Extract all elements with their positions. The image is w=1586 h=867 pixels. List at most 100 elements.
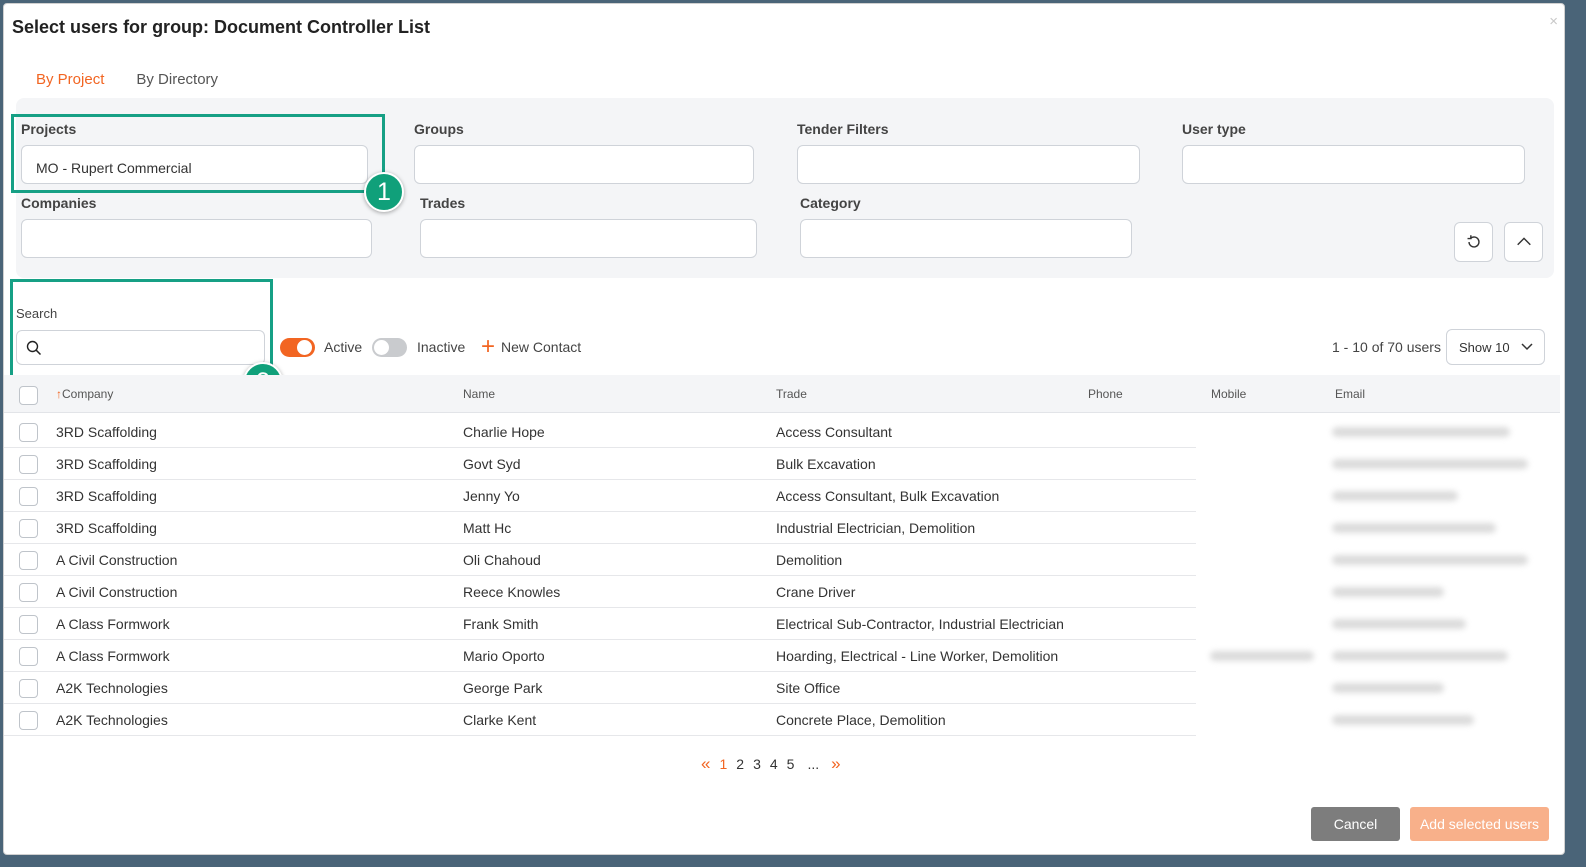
- trade-cell: Demolition: [776, 552, 843, 568]
- col-email[interactable]: Email: [1335, 387, 1366, 401]
- filter-panel: Projects MO - Rupert Commercial Groups T…: [16, 98, 1554, 278]
- category-select[interactable]: [800, 219, 1132, 258]
- new-contact-button[interactable]: + New Contact: [481, 335, 581, 359]
- company-cell: A Class Formwork: [56, 616, 170, 632]
- redacted-email: [1332, 491, 1458, 501]
- name-cell: Charlie Hope: [463, 424, 545, 440]
- row-checkbox[interactable]: [19, 487, 38, 506]
- trades-label: Trades: [420, 195, 466, 211]
- redacted-email: [1332, 587, 1444, 597]
- company-cell: 3RD Scaffolding: [56, 424, 157, 440]
- chevron-down-icon: [1521, 343, 1533, 351]
- name-cell: Oli Chahoud: [463, 552, 541, 568]
- projects-label: Projects: [21, 121, 77, 137]
- col-phone[interactable]: Phone: [1088, 387, 1123, 401]
- name-cell: Mario Oporto: [463, 648, 545, 664]
- col-company-label: Company: [62, 387, 114, 401]
- search-icon: [26, 340, 42, 356]
- refresh-icon: [1467, 235, 1480, 248]
- trade-cell: Electrical Sub-Contractor, Industrial El…: [776, 616, 1064, 632]
- tender-filters-label: Tender Filters: [797, 121, 889, 137]
- projects-select[interactable]: MO - Rupert Commercial: [21, 145, 368, 184]
- page-2[interactable]: 2: [736, 756, 745, 772]
- table-row[interactable]: 3RD Scaffolding Jenny Yo Access Consulta…: [4, 480, 1198, 512]
- trades-select[interactable]: [420, 219, 757, 258]
- trade-cell: Access Consultant: [776, 424, 892, 440]
- active-toggle[interactable]: [280, 338, 315, 357]
- table-row[interactable]: A2K Technologies George Park Site Office: [4, 672, 1198, 704]
- groups-select[interactable]: [414, 145, 754, 184]
- toggle-knob: [297, 340, 312, 355]
- company-cell: 3RD Scaffolding: [56, 488, 157, 504]
- page-4[interactable]: 4: [769, 756, 778, 772]
- trade-cell: Crane Driver: [776, 584, 856, 600]
- add-selected-users-button[interactable]: Add selected users: [1410, 807, 1549, 841]
- redacted-contact-details: [1196, 414, 1536, 740]
- name-cell: Frank Smith: [463, 616, 539, 632]
- row-checkbox[interactable]: [19, 423, 38, 442]
- redacted-email: [1332, 619, 1466, 629]
- name-cell: Matt Hc: [463, 520, 512, 536]
- name-cell: Govt Syd: [463, 456, 521, 472]
- user-type-select[interactable]: [1182, 145, 1525, 184]
- company-cell: A Civil Construction: [56, 552, 178, 568]
- row-checkbox[interactable]: [19, 711, 38, 730]
- next-page-icon[interactable]: »: [831, 754, 841, 773]
- row-checkbox[interactable]: [19, 519, 38, 538]
- tab-by-project[interactable]: By Project: [20, 68, 121, 102]
- groups-label: Groups: [414, 121, 464, 137]
- callout-box-search: [10, 279, 273, 382]
- name-cell: George Park: [463, 680, 543, 696]
- sort-asc-icon: ↑: [56, 387, 62, 401]
- pagination: « 1 2 3 4 5 ... »: [701, 754, 850, 774]
- table-row[interactable]: A2K Technologies Clarke Kent Concrete Pl…: [4, 704, 1198, 736]
- table-row[interactable]: A Civil Construction Oli Chahoud Demolit…: [4, 544, 1198, 576]
- search-label: Search: [16, 306, 58, 321]
- row-checkbox[interactable]: [19, 615, 38, 634]
- col-company[interactable]: ↑Company: [56, 387, 113, 401]
- inactive-label: Inactive: [417, 339, 466, 355]
- prev-page-icon[interactable]: «: [701, 754, 711, 773]
- row-checkbox[interactable]: [19, 679, 38, 698]
- table-row[interactable]: A Civil Construction Reece Knowles Crane…: [4, 576, 1198, 608]
- table-row[interactable]: 3RD Scaffolding Govt Syd Bulk Excavation: [4, 448, 1198, 480]
- row-checkbox[interactable]: [19, 583, 38, 602]
- tender-filters-select[interactable]: [797, 145, 1140, 184]
- page-1[interactable]: 1: [719, 756, 728, 772]
- redacted-email: [1332, 715, 1474, 725]
- col-trade[interactable]: Trade: [776, 387, 807, 401]
- row-checkbox[interactable]: [19, 551, 38, 570]
- page-3[interactable]: 3: [753, 756, 761, 772]
- col-name[interactable]: Name: [463, 387, 496, 401]
- name-cell: Clarke Kent: [463, 712, 537, 728]
- company-cell: A Civil Construction: [56, 584, 178, 600]
- search-input[interactable]: [16, 330, 265, 365]
- table-row[interactable]: A Class Formwork Frank Smith Electrical …: [4, 608, 1198, 640]
- result-count: 1 - 10 of 70 users: [1332, 339, 1441, 355]
- page-size-select[interactable]: Show 10: [1446, 329, 1545, 365]
- table-row[interactable]: 3RD Scaffolding Charlie Hope Access Cons…: [4, 416, 1198, 448]
- active-label: Active: [324, 339, 363, 355]
- collapse-filters-button[interactable]: [1504, 222, 1543, 262]
- company-cell: 3RD Scaffolding: [56, 456, 157, 472]
- redacted-email: [1332, 427, 1510, 437]
- page-ellipsis[interactable]: ...: [807, 756, 820, 772]
- select-all-checkbox[interactable]: [19, 386, 38, 405]
- companies-select[interactable]: [21, 219, 372, 258]
- cancel-button[interactable]: Cancel: [1311, 807, 1400, 841]
- redacted-email: [1332, 523, 1496, 533]
- trade-cell: Industrial Electrician, Demolition: [776, 520, 976, 536]
- row-checkbox[interactable]: [19, 647, 38, 666]
- table-row[interactable]: A Class Formwork Mario Oporto Hoarding, …: [4, 640, 1198, 672]
- col-mobile[interactable]: Mobile: [1211, 387, 1247, 401]
- tab-by-directory[interactable]: By Directory: [136, 71, 219, 88]
- inactive-toggle[interactable]: [372, 338, 407, 357]
- redacted-mobile: [1210, 651, 1314, 661]
- page-size-label: Show 10: [1459, 340, 1510, 355]
- close-icon[interactable]: ×: [1549, 13, 1558, 30]
- company-cell: A2K Technologies: [56, 680, 168, 696]
- table-row[interactable]: 3RD Scaffolding Matt Hc Industrial Elect…: [4, 512, 1198, 544]
- reset-filters-button[interactable]: [1454, 222, 1493, 262]
- page-5[interactable]: 5: [786, 756, 795, 772]
- row-checkbox[interactable]: [19, 455, 38, 474]
